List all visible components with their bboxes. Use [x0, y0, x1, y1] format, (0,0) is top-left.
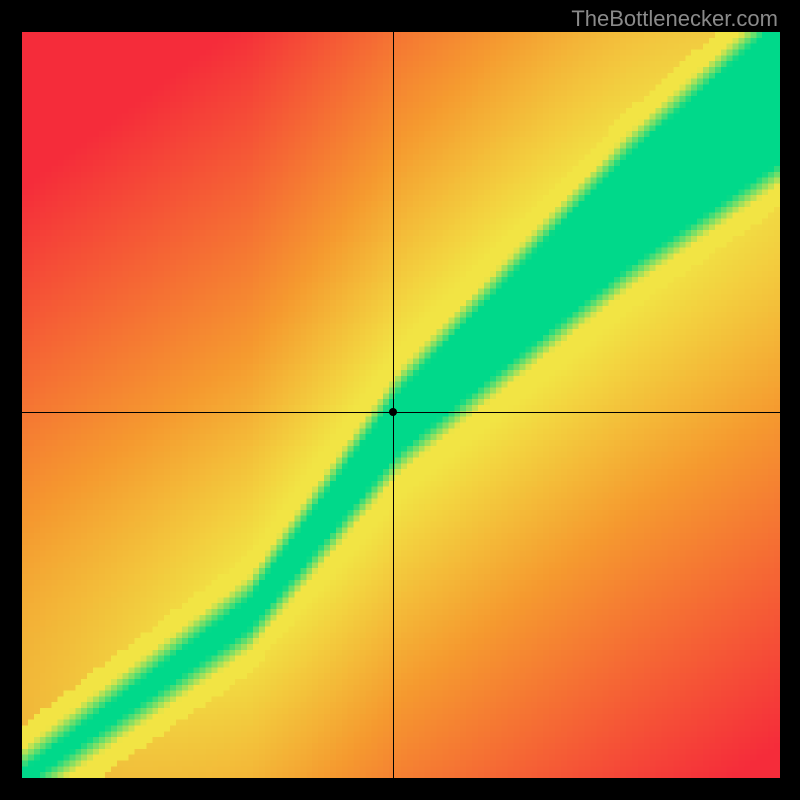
crosshair-vertical — [393, 32, 394, 778]
crosshair-horizontal — [22, 412, 780, 413]
heatmap-plot — [22, 32, 780, 778]
heatmap-canvas — [22, 32, 780, 778]
watermark-text: TheBottlenecker.com — [571, 6, 778, 32]
